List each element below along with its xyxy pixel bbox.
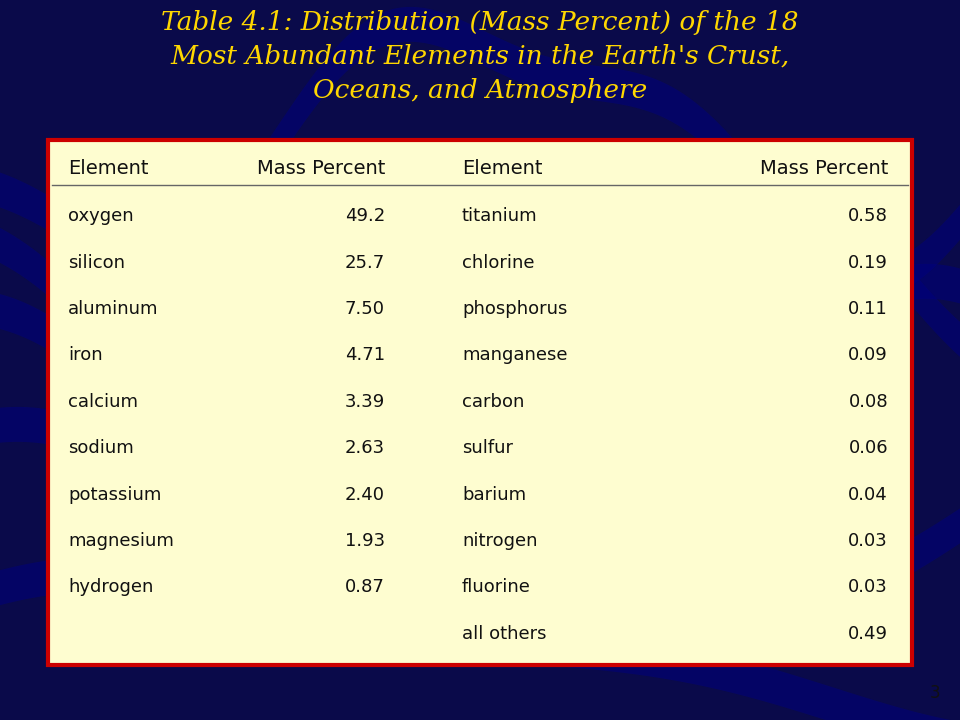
Text: 0.87: 0.87	[346, 578, 385, 596]
Text: Mass Percent: Mass Percent	[759, 158, 888, 178]
Text: 0.49: 0.49	[848, 625, 888, 643]
Text: potassium: potassium	[68, 485, 161, 503]
Text: Table 4.1: Distribution (Mass Percent) of the 18: Table 4.1: Distribution (Mass Percent) o…	[161, 10, 799, 35]
Polygon shape	[0, 264, 960, 516]
Text: Oceans, and Atmosphere: Oceans, and Atmosphere	[313, 78, 647, 103]
Text: carbon: carbon	[462, 393, 524, 411]
Text: 3.39: 3.39	[345, 393, 385, 411]
Text: 4.71: 4.71	[345, 346, 385, 364]
Text: 0.11: 0.11	[849, 300, 888, 318]
Polygon shape	[0, 407, 960, 618]
Text: sulfur: sulfur	[462, 439, 513, 457]
Text: barium: barium	[462, 485, 526, 503]
Text: fluorine: fluorine	[462, 578, 531, 596]
Text: manganese: manganese	[462, 346, 567, 364]
Polygon shape	[0, 148, 960, 415]
Text: nitrogen: nitrogen	[462, 532, 538, 550]
Text: aluminum: aluminum	[68, 300, 158, 318]
Text: 2.63: 2.63	[345, 439, 385, 457]
Text: 0.58: 0.58	[848, 207, 888, 225]
Text: iron: iron	[68, 346, 103, 364]
Text: Mass Percent: Mass Percent	[256, 158, 385, 178]
Text: 0.03: 0.03	[849, 578, 888, 596]
Text: 2.40: 2.40	[345, 485, 385, 503]
Text: Element: Element	[462, 158, 542, 178]
Text: calcium: calcium	[68, 393, 138, 411]
Text: 1.93: 1.93	[345, 532, 385, 550]
Polygon shape	[0, 7, 960, 298]
Text: oxygen: oxygen	[68, 207, 133, 225]
Text: silicon: silicon	[68, 253, 125, 271]
Text: 0.03: 0.03	[849, 532, 888, 550]
Text: chlorine: chlorine	[462, 253, 535, 271]
Text: Element: Element	[68, 158, 149, 178]
Text: 0.08: 0.08	[849, 393, 888, 411]
Text: 0.19: 0.19	[848, 253, 888, 271]
Text: 0.06: 0.06	[849, 439, 888, 457]
Text: sodium: sodium	[68, 439, 133, 457]
Text: 7.50: 7.50	[345, 300, 385, 318]
Text: titanium: titanium	[462, 207, 538, 225]
Polygon shape	[0, 557, 960, 720]
Text: 3: 3	[929, 684, 940, 702]
Text: hydrogen: hydrogen	[68, 578, 154, 596]
Text: all others: all others	[462, 625, 546, 643]
Text: 0.04: 0.04	[849, 485, 888, 503]
FancyBboxPatch shape	[48, 140, 912, 665]
Text: 25.7: 25.7	[345, 253, 385, 271]
Text: phosphorus: phosphorus	[462, 300, 567, 318]
Text: 49.2: 49.2	[345, 207, 385, 225]
Text: magnesium: magnesium	[68, 532, 174, 550]
Text: Most Abundant Elements in the Earth's Crust,: Most Abundant Elements in the Earth's Cr…	[170, 44, 790, 69]
Text: 0.09: 0.09	[849, 346, 888, 364]
